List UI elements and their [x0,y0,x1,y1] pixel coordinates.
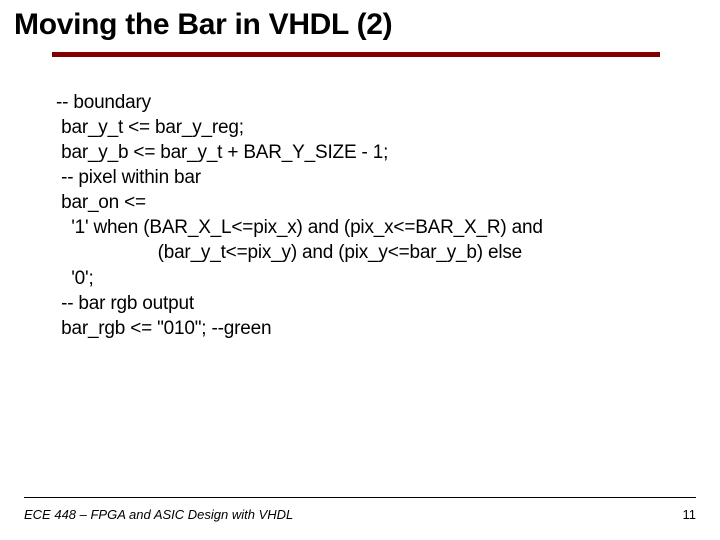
code-line: bar_on <= [56,190,666,215]
code-line: (bar_y_t<=pix_y) and (pix_y<=bar_y_b) el… [56,240,666,265]
code-block: -- boundary bar_y_t <= bar_y_reg; bar_y_… [56,90,666,341]
title-block: Moving the Bar in VHDL (2) [0,0,720,42]
code-line: -- pixel within bar [56,165,666,190]
slide: Moving the Bar in VHDL (2) -- boundary b… [0,0,720,540]
code-line: bar_y_b <= bar_y_t + BAR_Y_SIZE - 1; [56,140,666,165]
code-line: '1' when (BAR_X_L<=pix_x) and (pix_x<=BA… [56,215,666,240]
title-underline [52,52,660,57]
code-line: -- bar rgb output [56,291,666,316]
code-line: '0'; [56,266,666,291]
footer-rule [24,497,696,498]
code-line: -- boundary [56,90,666,115]
page-title: Moving the Bar in VHDL (2) [14,8,720,42]
page-number: 11 [683,507,697,522]
code-line: bar_y_t <= bar_y_reg; [56,115,666,140]
footer-text: ECE 448 – FPGA and ASIC Design with VHDL [24,507,293,522]
code-line: bar_rgb <= "010"; --green [56,316,666,341]
